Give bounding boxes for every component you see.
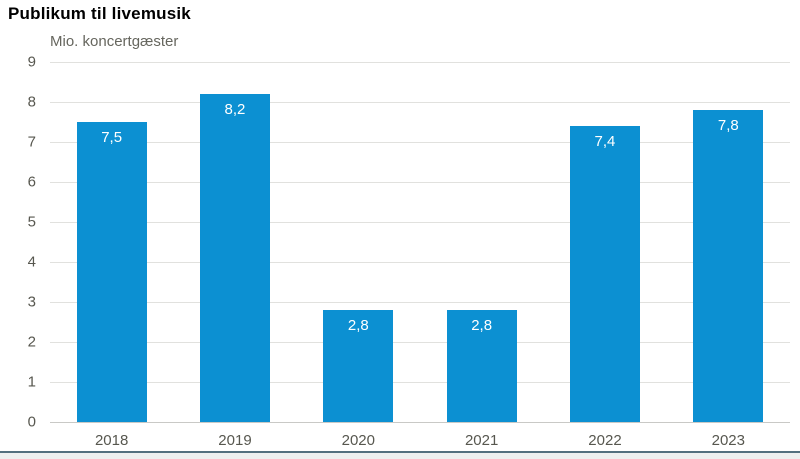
bar-2018[interactable]: 7,5 (76, 122, 147, 422)
bar-2023[interactable]: 7,8 (693, 110, 764, 422)
y-tick-label: 1 (27, 373, 36, 391)
x-tick-label-2018: 2018 (94, 432, 129, 449)
bar-slot-2022: 7,4 2022 (543, 62, 666, 449)
bar-slot-2018: 7,5 2018 (50, 62, 173, 449)
y-tick-label: 2 (27, 333, 36, 351)
bar-2022[interactable]: 7,4 (569, 126, 640, 422)
gridline-y2 (50, 342, 790, 343)
bar-value-label: 2,8 (471, 317, 493, 334)
bar-slot-2021: 2,8 2021 (420, 62, 543, 449)
gridline-y3 (50, 302, 790, 303)
gridline-y5 (50, 222, 790, 223)
x-tick-label-2021: 2021 (464, 432, 499, 449)
y-axis-unit-label: Mio. koncertgæster (50, 33, 179, 50)
bar-slot-2019: 8,2 2019 (173, 62, 296, 449)
y-tick-label: 7 (27, 133, 36, 151)
y-tick-label: 9 (27, 53, 36, 71)
plot-area: 0 1 2 3 4 5 6 7 8 9 7,5 2018 8,2 2019 2,8 2020 2,8 2021 7,… (28, 54, 790, 449)
bar-slot-2020: 2,8 2020 (297, 62, 420, 449)
bar-slot-2023: 7,8 2023 (667, 62, 790, 449)
y-tick-label: 3 (27, 293, 36, 311)
x-tick-label-2020: 2020 (341, 432, 375, 449)
bar-value-label: 7,4 (594, 133, 616, 150)
gridline-y6 (50, 182, 790, 183)
bar-value-label: 8,2 (224, 101, 246, 118)
x-tick-label-2022: 2022 (588, 432, 622, 449)
y-tick-label: 6 (27, 173, 36, 191)
bar-value-label: 7,5 (101, 129, 123, 146)
footer-rule (0, 451, 800, 453)
x-tick-label-2019: 2019 (218, 432, 252, 449)
gridline-y4 (50, 262, 790, 263)
y-tick-label: 5 (27, 213, 36, 231)
bar-2019[interactable]: 8,2 (199, 94, 270, 422)
page-title: Publikum til livemusik (8, 4, 191, 23)
y-tick-label: 8 (27, 93, 36, 111)
bar-value-label: 2,8 (347, 317, 369, 334)
gridline-y1 (50, 382, 790, 383)
footer-strip (0, 453, 800, 459)
y-tick-label: 0 (27, 413, 36, 431)
bar-2021[interactable]: 2,8 (446, 310, 517, 422)
bar-value-label: 7,8 (717, 117, 739, 134)
x-tick-label-2023: 2023 (711, 432, 745, 449)
gridline-y0 (50, 422, 790, 423)
gridline-y9 (50, 62, 790, 63)
gridline-y7 (50, 142, 790, 143)
bar-2020[interactable]: 2,8 (323, 310, 394, 422)
gridline-y8 (50, 102, 790, 103)
y-tick-label: 4 (27, 253, 36, 271)
